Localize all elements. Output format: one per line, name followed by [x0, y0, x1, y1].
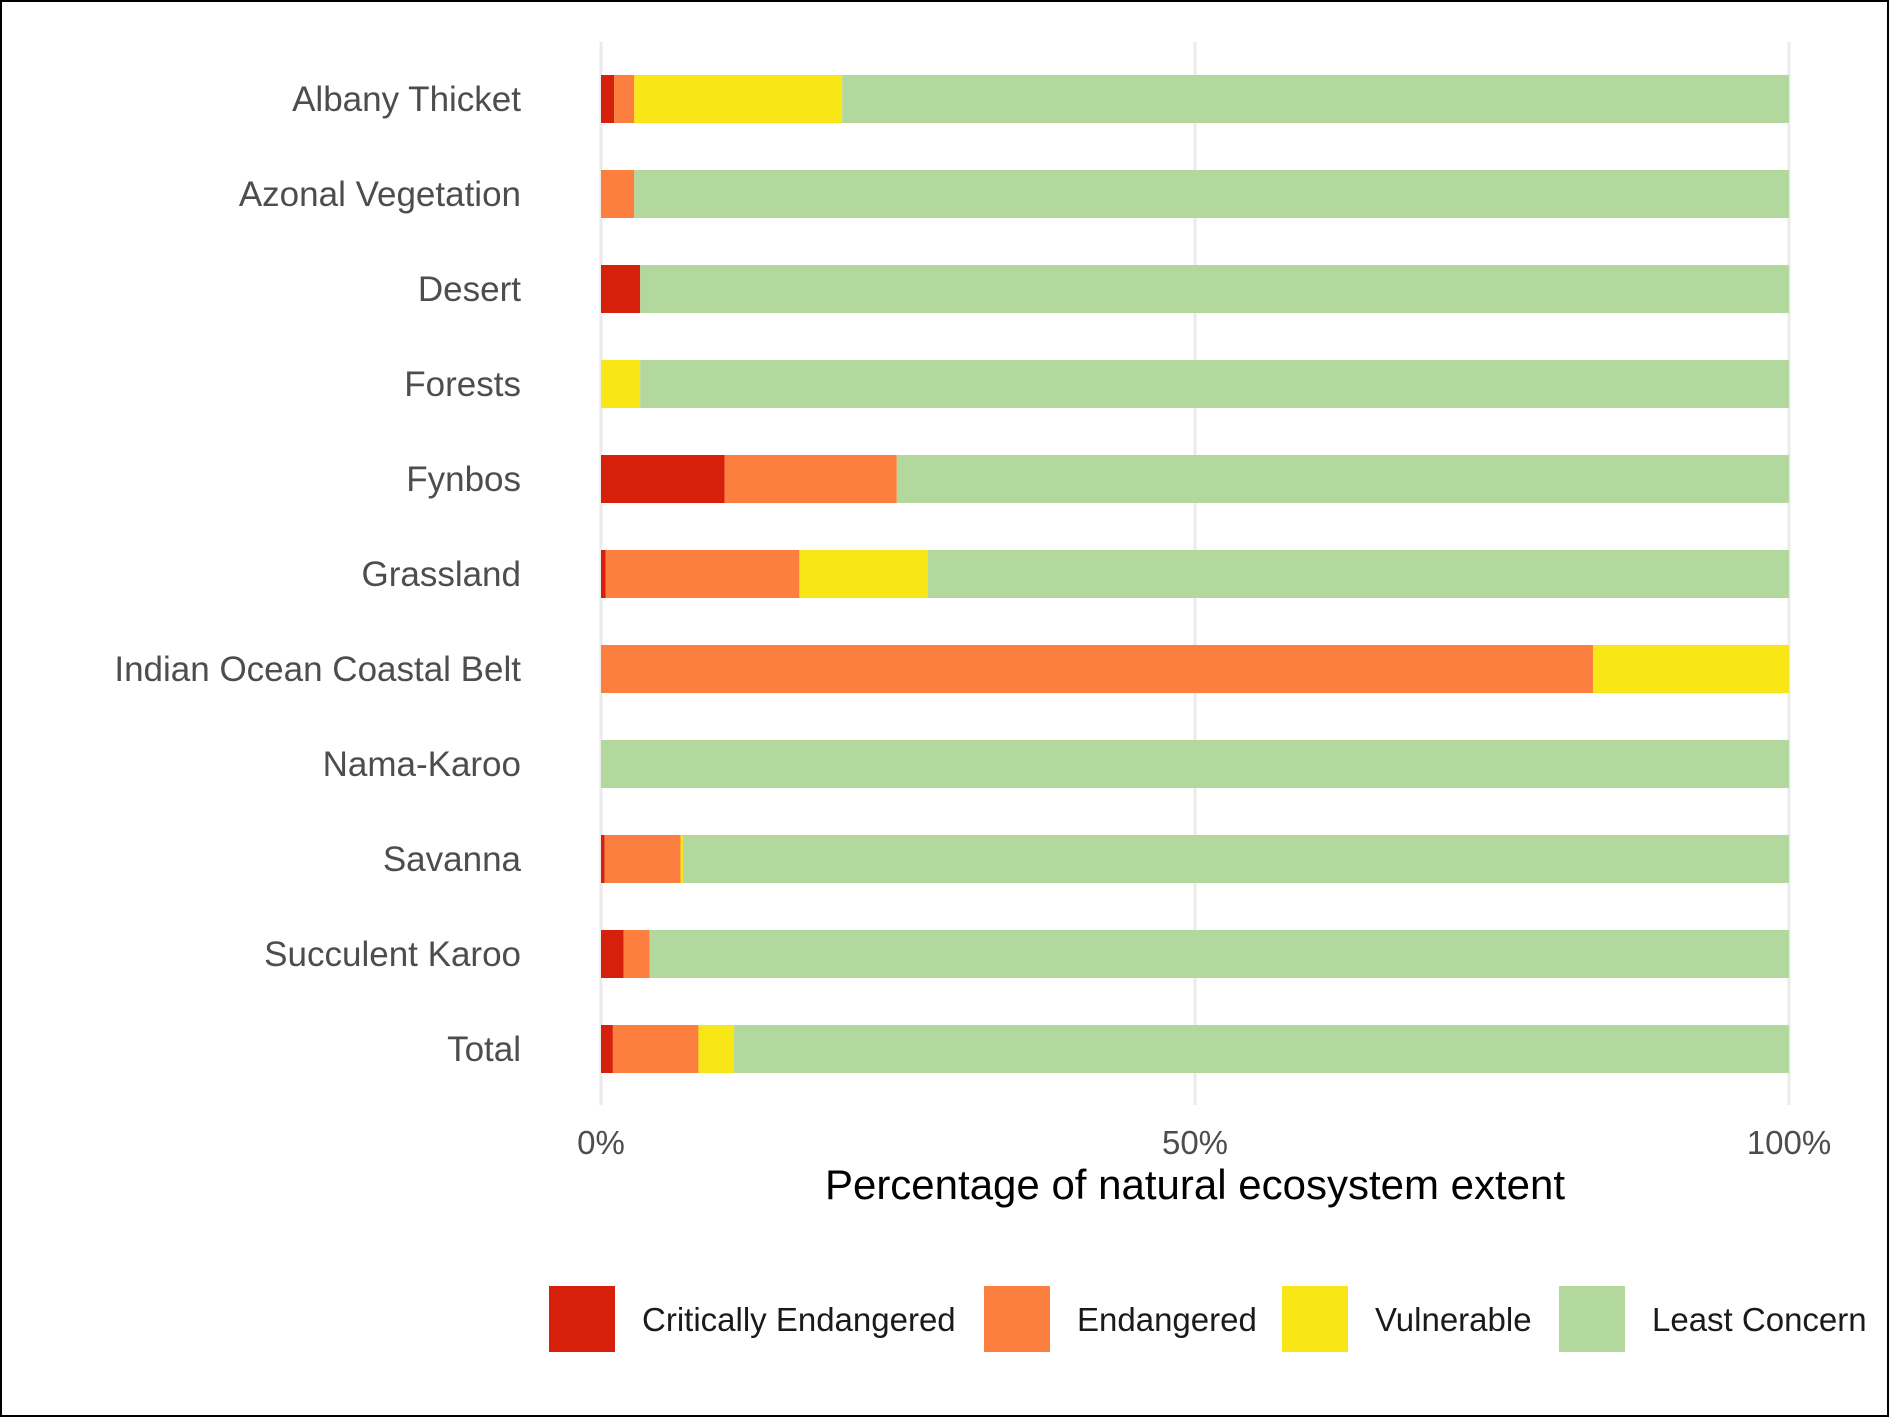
legend-label-endangered: Endangered	[1077, 1301, 1257, 1338]
legend-label-least-concern: Least Concern	[1652, 1301, 1867, 1338]
category-label-albany-thicket: Albany Thicket	[292, 80, 521, 119]
bar-indian-ocean-coastal-belt-vulnerable	[1592, 645, 1789, 693]
bar-grassland-vulnerable	[799, 550, 928, 598]
bar-fynbos-critically-endangered	[601, 455, 725, 503]
bar-fynbos-least-concern	[896, 455, 1789, 503]
x-tick-label-100: 100%	[1747, 1124, 1831, 1161]
legend-key-endangered	[984, 1286, 1050, 1352]
bar-albany-thicket-endangered	[614, 75, 635, 123]
category-label-grassland: Grassland	[361, 555, 521, 594]
bar-desert-critically-endangered	[601, 265, 641, 313]
bar-savanna-vulnerable	[680, 835, 683, 883]
category-label-nama-karoo: Nama-Karoo	[323, 745, 521, 784]
category-label-forests: Forests	[404, 365, 521, 404]
category-label-savanna: Savanna	[383, 840, 522, 879]
x-tick-labels: 0% 50% 100%	[577, 1124, 1831, 1161]
bar-savanna-least-concern	[682, 835, 1790, 883]
category-label-desert: Desert	[418, 270, 521, 309]
bar-savanna-critically-endangered	[601, 835, 605, 883]
bar-grassland-endangered	[605, 550, 800, 598]
category-label-azonal-vegetation: Azonal Vegetation	[239, 175, 521, 214]
bar-fynbos-endangered	[724, 455, 897, 503]
legend-label-vulnerable: Vulnerable	[1375, 1301, 1532, 1338]
bar-nama-karoo-least-concern	[601, 740, 1789, 788]
bar-desert-least-concern	[640, 265, 1789, 313]
category-labels: Albany Thicket Azonal Vegetation Desert For…	[114, 80, 521, 1069]
legend-key-vulnerable	[1282, 1286, 1348, 1352]
bar-grassland-critically-endangered	[601, 550, 606, 598]
category-label-indian-ocean-coastal-belt: Indian Ocean Coastal Belt	[114, 650, 521, 689]
legend-label-critically-endangered: Critically Endangered	[642, 1301, 956, 1338]
bar-azonal-vegetation-least-concern	[634, 170, 1790, 218]
bar-total-critically-endangered	[601, 1025, 613, 1073]
bar-albany-thicket-least-concern	[842, 75, 1789, 123]
bar-albany-thicket-critically-endangered	[601, 75, 615, 123]
bar-forests-least-concern	[640, 360, 1789, 408]
bar-succulent-karoo-critically-endangered	[601, 930, 624, 978]
category-label-fynbos: Fynbos	[406, 460, 521, 499]
bar-azonal-vegetation-endangered	[601, 170, 635, 218]
category-label-total: Total	[447, 1030, 521, 1069]
bars	[601, 75, 1790, 1073]
bar-grassland-least-concern	[927, 550, 1789, 598]
bar-total-endangered	[612, 1025, 699, 1073]
bar-total-least-concern	[734, 1025, 1789, 1073]
bar-savanna-endangered	[604, 835, 681, 883]
bar-forests-vulnerable	[601, 360, 641, 408]
bar-albany-thicket-vulnerable	[634, 75, 843, 123]
x-tick-label-50: 50%	[1162, 1124, 1228, 1161]
legend-key-least-concern	[1559, 1286, 1625, 1352]
x-tick-label-0: 0%	[577, 1124, 625, 1161]
category-label-succulent-karoo: Succulent Karoo	[264, 935, 521, 974]
bar-total-vulnerable	[698, 1025, 735, 1073]
legend: Critically Endangered Endangered Vulnerabl…	[549, 1286, 1867, 1352]
bar-indian-ocean-coastal-belt-endangered	[601, 645, 1593, 693]
x-axis-title: Percentage of natural ecosystem extent	[825, 1161, 1565, 1208]
bar-succulent-karoo-endangered	[623, 930, 650, 978]
bar-succulent-karoo-least-concern	[649, 930, 1789, 978]
legend-key-critically-endangered	[549, 1286, 615, 1352]
